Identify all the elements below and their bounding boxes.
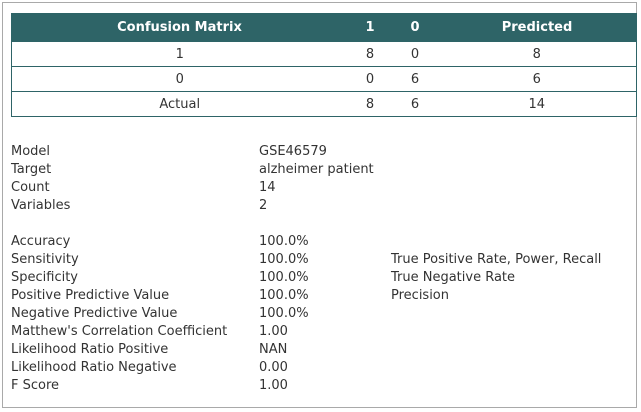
cell-value: 8 (347, 41, 393, 67)
metric-label: Positive Predictive Value (11, 288, 170, 303)
metric-value: 100.0% (259, 270, 309, 285)
metric-label: Likelihood Ratio Negative (11, 360, 177, 375)
info-label: Target (11, 162, 52, 177)
metric-value: 100.0% (259, 306, 309, 321)
row-label: 1 (11, 41, 348, 67)
metric-label: Specificity (11, 270, 78, 285)
metric-label: Negative Predictive Value (11, 306, 178, 321)
confusion-matrix-title: Confusion Matrix (11, 13, 348, 42)
metric-label: Matthew's Correlation Coefficient (11, 324, 228, 339)
cell-value: 0 (347, 66, 393, 92)
row-label: Actual (11, 91, 348, 117)
info-value: 14 (259, 180, 276, 195)
row-total: 8 (437, 41, 637, 67)
metric-label: Likelihood Ratio Positive (11, 342, 169, 357)
cell-value: 0 (392, 41, 438, 67)
cell-value: 6 (392, 66, 438, 92)
predicted-0-header: 0 (392, 13, 438, 42)
results-panel: Confusion Matrix 1 0 Predicted 1 8 0 8 0… (2, 2, 637, 408)
info-label: Model (11, 144, 51, 159)
row-total: 6 (437, 66, 637, 92)
metric-label: Sensitivity (11, 252, 79, 267)
row-total: 14 (437, 91, 637, 117)
metric-label: Accuracy (11, 234, 71, 249)
table-row: 1 8 0 8 (11, 41, 637, 67)
confusion-matrix-table: Confusion Matrix 1 0 Predicted 1 8 0 8 0… (11, 13, 637, 117)
predicted-1-header: 1 (347, 13, 393, 42)
confusion-matrix-header-row: Confusion Matrix 1 0 Predicted (11, 13, 637, 42)
info-value: 2 (259, 198, 268, 213)
metric-value: 100.0% (259, 288, 309, 303)
info-label: Variables (11, 198, 71, 213)
metric-value: 100.0% (259, 252, 309, 267)
metric-value: 1.00 (259, 378, 288, 393)
info-value: GSE46579 (259, 144, 327, 159)
metric-note: True Positive Rate, Power, Recall (391, 252, 602, 267)
table-row: 0 0 6 6 (11, 66, 637, 92)
metric-value: 100.0% (259, 234, 309, 249)
predicted-total-header: Predicted (437, 13, 637, 42)
metric-label: F Score (11, 378, 60, 393)
metric-value: 1.00 (259, 324, 288, 339)
cell-value: 6 (392, 91, 438, 117)
metric-value: NAN (259, 342, 288, 357)
row-label: 0 (11, 66, 348, 92)
info-value: alzheimer patient (259, 162, 374, 177)
cell-value: 8 (347, 91, 393, 117)
metric-value: 0.00 (259, 360, 288, 375)
info-label: Count (11, 180, 50, 195)
table-row: Actual 8 6 14 (11, 91, 637, 117)
metric-note: True Negative Rate (391, 270, 516, 285)
metric-note: Precision (391, 288, 450, 303)
